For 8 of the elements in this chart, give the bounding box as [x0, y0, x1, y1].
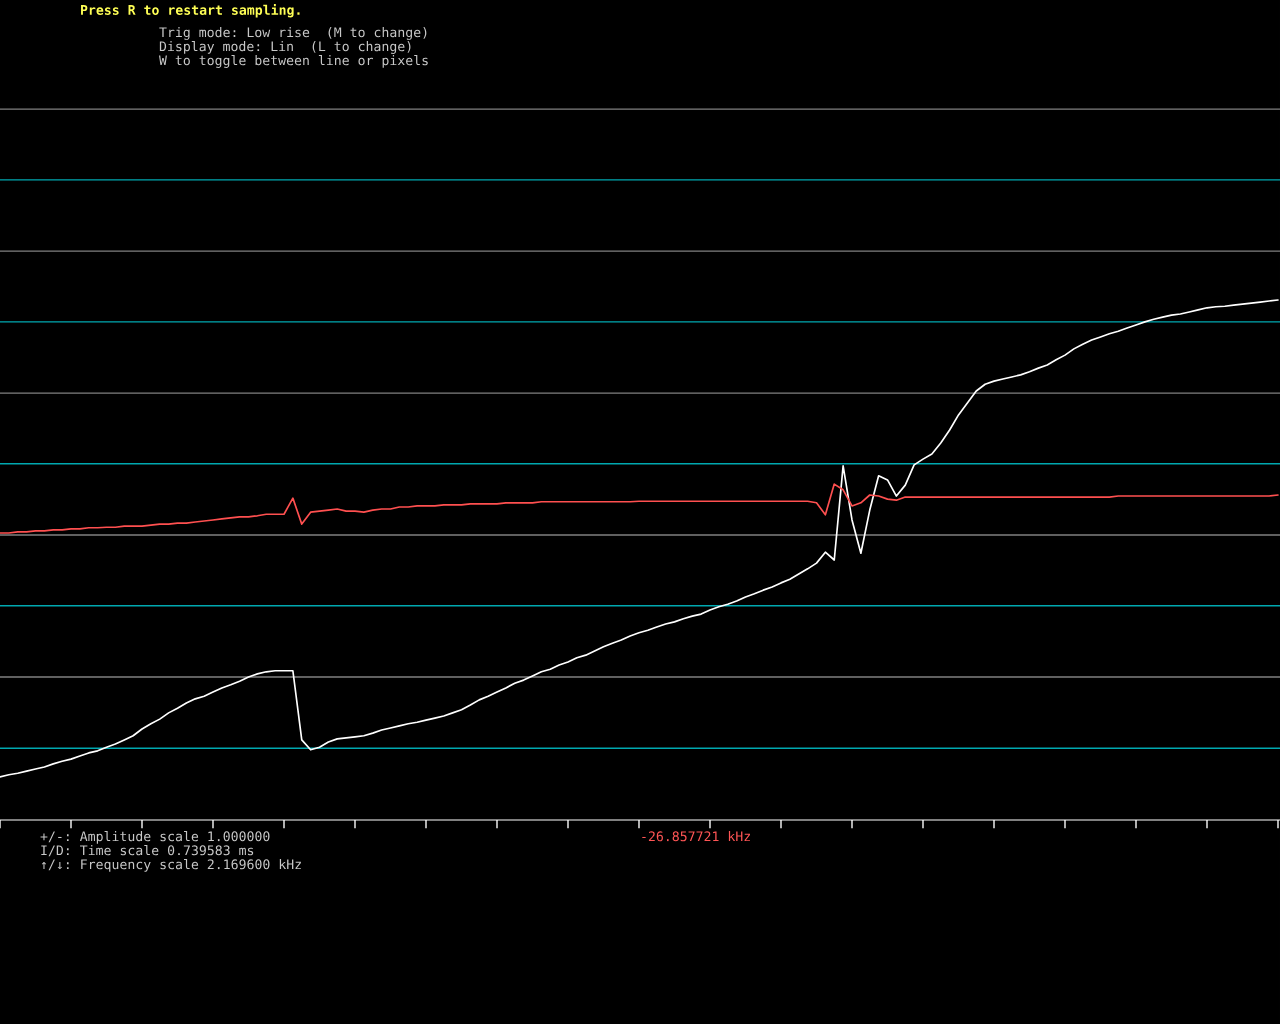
- text: Display mode: Lin (L to change): [159, 41, 411, 54]
- text: W to toggle between line or pixels: [159, 55, 428, 68]
- text: +/-: Amplitude scale 1.000000: [40, 831, 270, 844]
- text: -26.857721 kHz: [642, 831, 750, 842]
- text: Trig mode: Low rise (M to change): [159, 27, 427, 40]
- text: I/D: Time scale 0.739583 ms: [41, 845, 254, 857]
- text: Press R to restart sampling.: [81, 4, 300, 18]
- text: ↑/↓: Frequency scale 2.169600 kHz: [41, 859, 301, 872]
